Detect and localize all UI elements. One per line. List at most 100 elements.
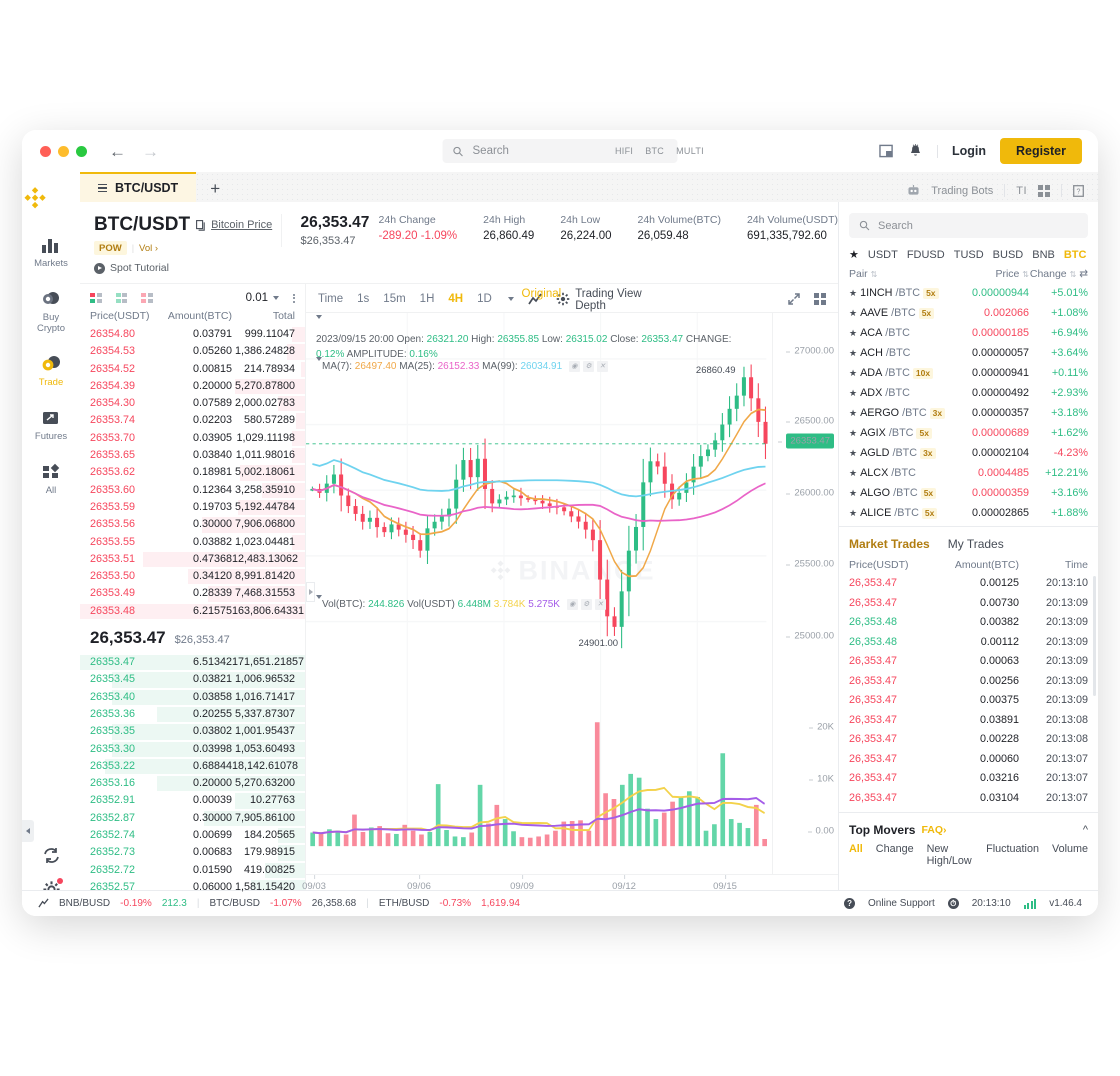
login-button[interactable]: Login bbox=[951, 144, 986, 158]
trade-row[interactable]: 26,353.47 0.00228 20:13:08 bbox=[839, 730, 1098, 750]
forward-arrow-icon[interactable]: → bbox=[142, 141, 159, 161]
market-row[interactable]: ★ ACA/BTC 0.00000185 +6.94% bbox=[839, 323, 1098, 343]
order-book-row[interactable]: 26353.70 0.03905 1,029.11198 bbox=[80, 430, 305, 447]
order-book-row[interactable]: 26353.51 0.47368 12,483.13062 bbox=[80, 551, 305, 568]
tab-my-trades[interactable]: My Trades bbox=[947, 537, 1004, 551]
trades-list[interactable]: 26,353.47 0.00125 20:13:10 26,353.47 0.00730… bbox=[839, 574, 1098, 808]
order-book-row[interactable]: 26353.49 0.28339 7,468.31553 bbox=[80, 585, 305, 602]
collapse-legend-icon[interactable] bbox=[316, 315, 322, 330]
refresh-icon[interactable] bbox=[42, 847, 61, 864]
column-header-pair[interactable]: Pair ⇅ bbox=[849, 268, 878, 280]
tm-tab-new-high-low[interactable]: New High/Low bbox=[926, 843, 972, 867]
window-controls[interactable] bbox=[40, 145, 87, 157]
order-book-row[interactable]: 26353.30 0.03998 1,053.60493 bbox=[80, 741, 305, 758]
status-ticker-pair[interactable]: BTC/BUSD bbox=[209, 898, 261, 909]
market-row[interactable]: ★ AGIX/BTC 5x 0.00000689 +1.62% bbox=[839, 423, 1098, 443]
sidebar-item-all[interactable]: All bbox=[22, 462, 80, 497]
order-book-row[interactable]: 26352.72 0.01590 419.00825 bbox=[80, 862, 305, 879]
tm-tab-volume[interactable]: Volume bbox=[1051, 843, 1088, 855]
order-book-row[interactable]: 26354.80 0.03791 999.11047 bbox=[80, 326, 305, 343]
trade-row[interactable]: 26,353.47 0.00256 20:13:09 bbox=[839, 672, 1098, 692]
tm-tab-all[interactable]: All bbox=[849, 843, 863, 855]
order-book-row[interactable]: 26353.59 0.19703 5,192.44784 bbox=[80, 499, 305, 516]
trade-row[interactable]: 26,353.47 0.00730 20:13:09 bbox=[839, 594, 1098, 614]
gear-icon[interactable]: ⚙ bbox=[582, 361, 594, 372]
expand-icon[interactable] bbox=[788, 293, 800, 305]
order-book-row[interactable]: 26354.53 0.05260 1,386.24828 bbox=[80, 343, 305, 360]
market-row[interactable]: ★ ADA/BTC 10x 0.00000941 +0.11% bbox=[839, 363, 1098, 383]
market-row[interactable]: ★ AAVE/BTC 5x 0.002066 +1.08% bbox=[839, 303, 1098, 323]
tm-tab-change[interactable]: Change bbox=[875, 843, 914, 855]
orderbook-view-asks-button[interactable] bbox=[141, 293, 153, 303]
order-book-row[interactable]: 26353.40 0.03858 1,016.71417 bbox=[80, 689, 305, 706]
order-book-row[interactable]: 26354.52 0.00815 214.78934 bbox=[80, 361, 305, 378]
timeframe-1s[interactable]: 1s bbox=[357, 293, 370, 305]
trade-row[interactable]: 26,353.48 0.00112 20:13:09 bbox=[839, 633, 1098, 653]
star-icon[interactable]: ★ bbox=[849, 388, 858, 398]
chart-scroll-handle[interactable] bbox=[306, 582, 315, 603]
quote-tab-fdusd[interactable]: FDUSD bbox=[906, 248, 945, 261]
chart-canvas[interactable]: BINANCE 2023/09/15 20:00 Open: 26321.20 … bbox=[306, 313, 838, 875]
suggestion-chip[interactable]: HIFI bbox=[615, 146, 634, 156]
order-book-row[interactable]: 26353.62 0.18981 5,002.18061 bbox=[80, 464, 305, 481]
market-row[interactable]: ★ ALICE/BTC 5x 0.00002865 +1.88% bbox=[839, 503, 1098, 523]
chart-view-original[interactable]: Original bbox=[521, 288, 562, 300]
order-book-row[interactable]: 26352.91 0.00039 10.27763 bbox=[80, 792, 305, 809]
trade-row[interactable]: 26,353.47 0.03891 20:13:08 bbox=[839, 711, 1098, 731]
trade-row[interactable]: 26,353.47 0.03216 20:13:07 bbox=[839, 769, 1098, 789]
column-header-change[interactable]: Change ⇅ ⇄ bbox=[1029, 268, 1088, 280]
star-icon[interactable]: ★ bbox=[849, 468, 858, 478]
sidebar-item-futures[interactable]: Futures bbox=[22, 408, 80, 443]
timeframe-1d[interactable]: 1D bbox=[477, 293, 492, 305]
star-icon[interactable]: ★ bbox=[849, 328, 858, 338]
vol-link[interactable]: Vol › bbox=[139, 242, 159, 254]
trade-row[interactable]: 26,353.47 0.00125 20:13:10 bbox=[839, 574, 1098, 594]
quote-tab-busd[interactable]: BUSD bbox=[992, 248, 1024, 261]
quote-tab-btc[interactable]: BTC bbox=[1063, 248, 1087, 261]
star-icon[interactable]: ★ bbox=[849, 508, 858, 518]
maximize-window-button[interactable] bbox=[76, 145, 87, 157]
ma-actions[interactable]: ◉ ⚙ ✕ bbox=[568, 361, 608, 372]
star-icon[interactable]: ★ bbox=[849, 308, 858, 318]
order-book-row[interactable]: 26353.65 0.03840 1,011.98016 bbox=[80, 447, 305, 464]
quote-tab-usdt[interactable]: USDT bbox=[867, 248, 898, 261]
tick-size-selector[interactable]: 0.01 bbox=[246, 292, 279, 304]
star-icon[interactable]: ★ bbox=[849, 428, 858, 438]
star-icon[interactable]: ★ bbox=[849, 368, 858, 378]
copy-icon[interactable] bbox=[196, 219, 205, 231]
sidebar-item-buy-crypto[interactable]: Buy Crypto bbox=[22, 289, 80, 335]
order-book-row[interactable]: 26353.45 0.03821 1,006.96532 bbox=[80, 671, 305, 688]
markets-list[interactable]: ★ 1INCH/BTC 5x 0.00000944 +5.01% ★ AAVE/BTC 5x 0… bbox=[839, 283, 1098, 523]
order-book-row[interactable]: 26352.87 0.30000 7,905.86100 bbox=[80, 810, 305, 827]
order-book-row[interactable]: 26352.73 0.00683 179.98915 bbox=[80, 844, 305, 861]
order-book-row[interactable]: 26353.56 0.30000 7,906.06800 bbox=[80, 516, 305, 533]
quote-tab-bnb[interactable]: BNB bbox=[1032, 248, 1055, 261]
star-icon[interactable]: ★ bbox=[849, 488, 858, 498]
market-row[interactable]: ★ ALGO/BTC 5x 0.00000359 +3.16% bbox=[839, 483, 1098, 503]
trading-bots-label[interactable]: Trading Bots bbox=[931, 184, 994, 197]
column-header-price[interactable]: Price ⇅ bbox=[995, 268, 1029, 280]
trade-row[interactable]: 26,353.47 0.03104 20:13:07 bbox=[839, 789, 1098, 809]
suggestion-chip[interactable]: MULTI bbox=[676, 146, 704, 156]
quote-tab-tusd[interactable]: TUSD bbox=[953, 248, 984, 261]
trade-row[interactable]: 26,353.47 0.00063 20:13:09 bbox=[839, 652, 1098, 672]
line-chart-icon[interactable] bbox=[528, 293, 542, 306]
help-circle-icon[interactable]: ? bbox=[844, 898, 856, 909]
order-book-row[interactable]: 26353.47 6.51342 171,651.21857 bbox=[80, 654, 305, 671]
close-icon[interactable]: ✕ bbox=[594, 599, 606, 610]
gear-icon[interactable]: ⚙ bbox=[580, 599, 592, 610]
search-suggestions[interactable]: HIFI BTC MULTI bbox=[615, 146, 704, 156]
order-book-row[interactable]: 26353.48 6.21575 163,806.64331 bbox=[80, 603, 305, 620]
trade-row[interactable]: 26,353.47 0.00375 20:13:09 bbox=[839, 691, 1098, 711]
ti-button[interactable]: TI bbox=[1016, 184, 1027, 197]
order-book-row[interactable]: 26354.30 0.07589 2,000.02783 bbox=[80, 395, 305, 412]
browser-nav[interactable]: ← → bbox=[109, 143, 159, 160]
trade-row[interactable]: 26,353.47 0.00060 20:13:07 bbox=[839, 750, 1098, 770]
volume-actions[interactable]: ◉ ⚙ ✕ bbox=[566, 599, 606, 610]
search-input[interactable]: Search bbox=[442, 139, 678, 163]
timeframe-1h[interactable]: 1H bbox=[419, 293, 435, 305]
eye-icon[interactable]: ◉ bbox=[568, 361, 580, 372]
order-book-row[interactable]: 26353.22 0.68844 18,142.61078 bbox=[80, 758, 305, 775]
bitcoin-price-link[interactable]: Bitcoin Price bbox=[211, 219, 273, 231]
register-button[interactable]: Register bbox=[999, 138, 1082, 164]
